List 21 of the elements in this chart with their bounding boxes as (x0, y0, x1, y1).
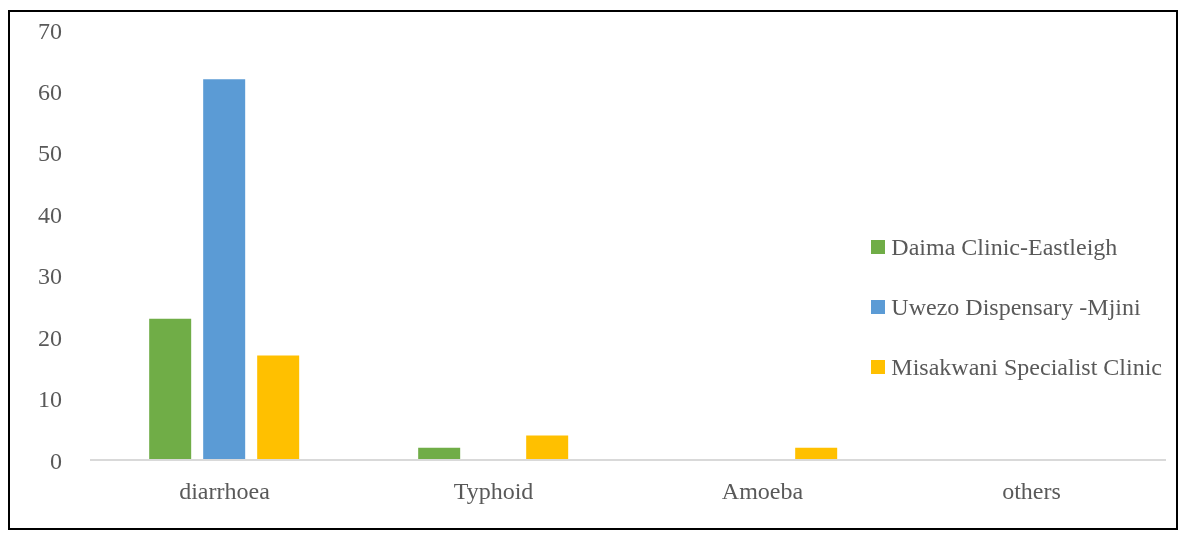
legend-label: Daima Clinic-Eastleigh (891, 233, 1118, 262)
y-tick-label: 20 (38, 324, 62, 351)
x-tick-label: diarrhoea (179, 478, 271, 505)
bar (795, 447, 838, 460)
legend-label: Misakwani Specialist Clinic (891, 353, 1162, 382)
y-tick-label: 50 (38, 140, 62, 167)
legend-label: Uwezo Dispensary -Mjini (891, 293, 1141, 322)
y-tick-label: 70 (38, 17, 62, 44)
y-tick-label: 0 (50, 447, 62, 474)
x-tick-label: others (1002, 478, 1061, 505)
x-tick-label: Typhoid (453, 478, 534, 505)
x-tick-label: Amoeba (721, 478, 804, 505)
bar (203, 79, 246, 460)
y-tick-label: 10 (38, 386, 62, 413)
y-tick-label: 60 (38, 78, 62, 105)
bar (526, 435, 569, 460)
y-tick-label: 40 (38, 201, 62, 228)
bar (257, 355, 300, 460)
bar (149, 318, 192, 460)
y-tick-label: 30 (38, 263, 62, 290)
bar (418, 447, 461, 460)
